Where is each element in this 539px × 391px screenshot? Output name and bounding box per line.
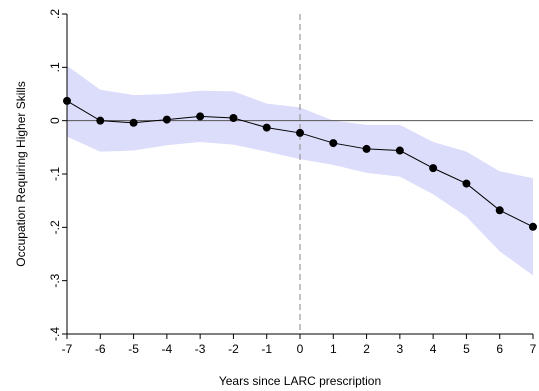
y-axis-title: Occupation Requiring Higher Skills bbox=[14, 81, 28, 266]
x-tick-label: -4 bbox=[162, 342, 173, 356]
plot-area bbox=[63, 14, 537, 334]
data-point bbox=[362, 144, 371, 153]
y-tick-label: 0 bbox=[48, 117, 62, 124]
axes: -7 -6 -5 -4 -3 -2 -1 0 1 2 3 4 5 6 7 -.4 -.3 -.2 -.1 0 .1 .2 bbox=[48, 9, 537, 356]
x-tick-label: -2 bbox=[228, 342, 239, 356]
x-tick-label: -7 bbox=[62, 342, 73, 356]
data-point bbox=[495, 206, 504, 215]
x-axis-title: Years since LARC prescription bbox=[219, 374, 381, 388]
x-tick-label: -3 bbox=[195, 342, 206, 356]
data-point bbox=[429, 164, 438, 173]
data-point bbox=[462, 179, 471, 188]
x-tick-label: -5 bbox=[128, 342, 139, 356]
y-tick-label: -.2 bbox=[48, 220, 62, 234]
x-tick-label: 6 bbox=[496, 342, 503, 356]
data-point bbox=[129, 118, 138, 127]
y-tick-label: -.4 bbox=[48, 327, 62, 341]
y-tick-label: -.1 bbox=[48, 167, 62, 181]
data-point bbox=[262, 123, 271, 132]
x-tick-label: -6 bbox=[95, 342, 106, 356]
x-tick-label: 7 bbox=[530, 342, 537, 356]
y-tick-label: -.3 bbox=[48, 273, 62, 287]
y-tick-label: .2 bbox=[48, 9, 62, 19]
data-point bbox=[395, 146, 404, 155]
data-point bbox=[96, 116, 105, 125]
data-point bbox=[296, 128, 304, 137]
data-point bbox=[162, 115, 171, 124]
y-tick-label: .1 bbox=[48, 62, 62, 72]
x-tick-label: -1 bbox=[261, 342, 272, 356]
data-point bbox=[196, 112, 205, 121]
x-tick-label: 0 bbox=[297, 342, 304, 356]
x-tick-label: 2 bbox=[363, 342, 370, 356]
data-point bbox=[529, 222, 537, 231]
x-tick-label: 3 bbox=[397, 342, 404, 356]
data-point bbox=[229, 114, 238, 122]
x-tick-label: 5 bbox=[463, 342, 470, 356]
data-point bbox=[329, 139, 338, 148]
x-tick-label: 1 bbox=[330, 342, 337, 356]
x-tick-label: 4 bbox=[430, 342, 437, 356]
